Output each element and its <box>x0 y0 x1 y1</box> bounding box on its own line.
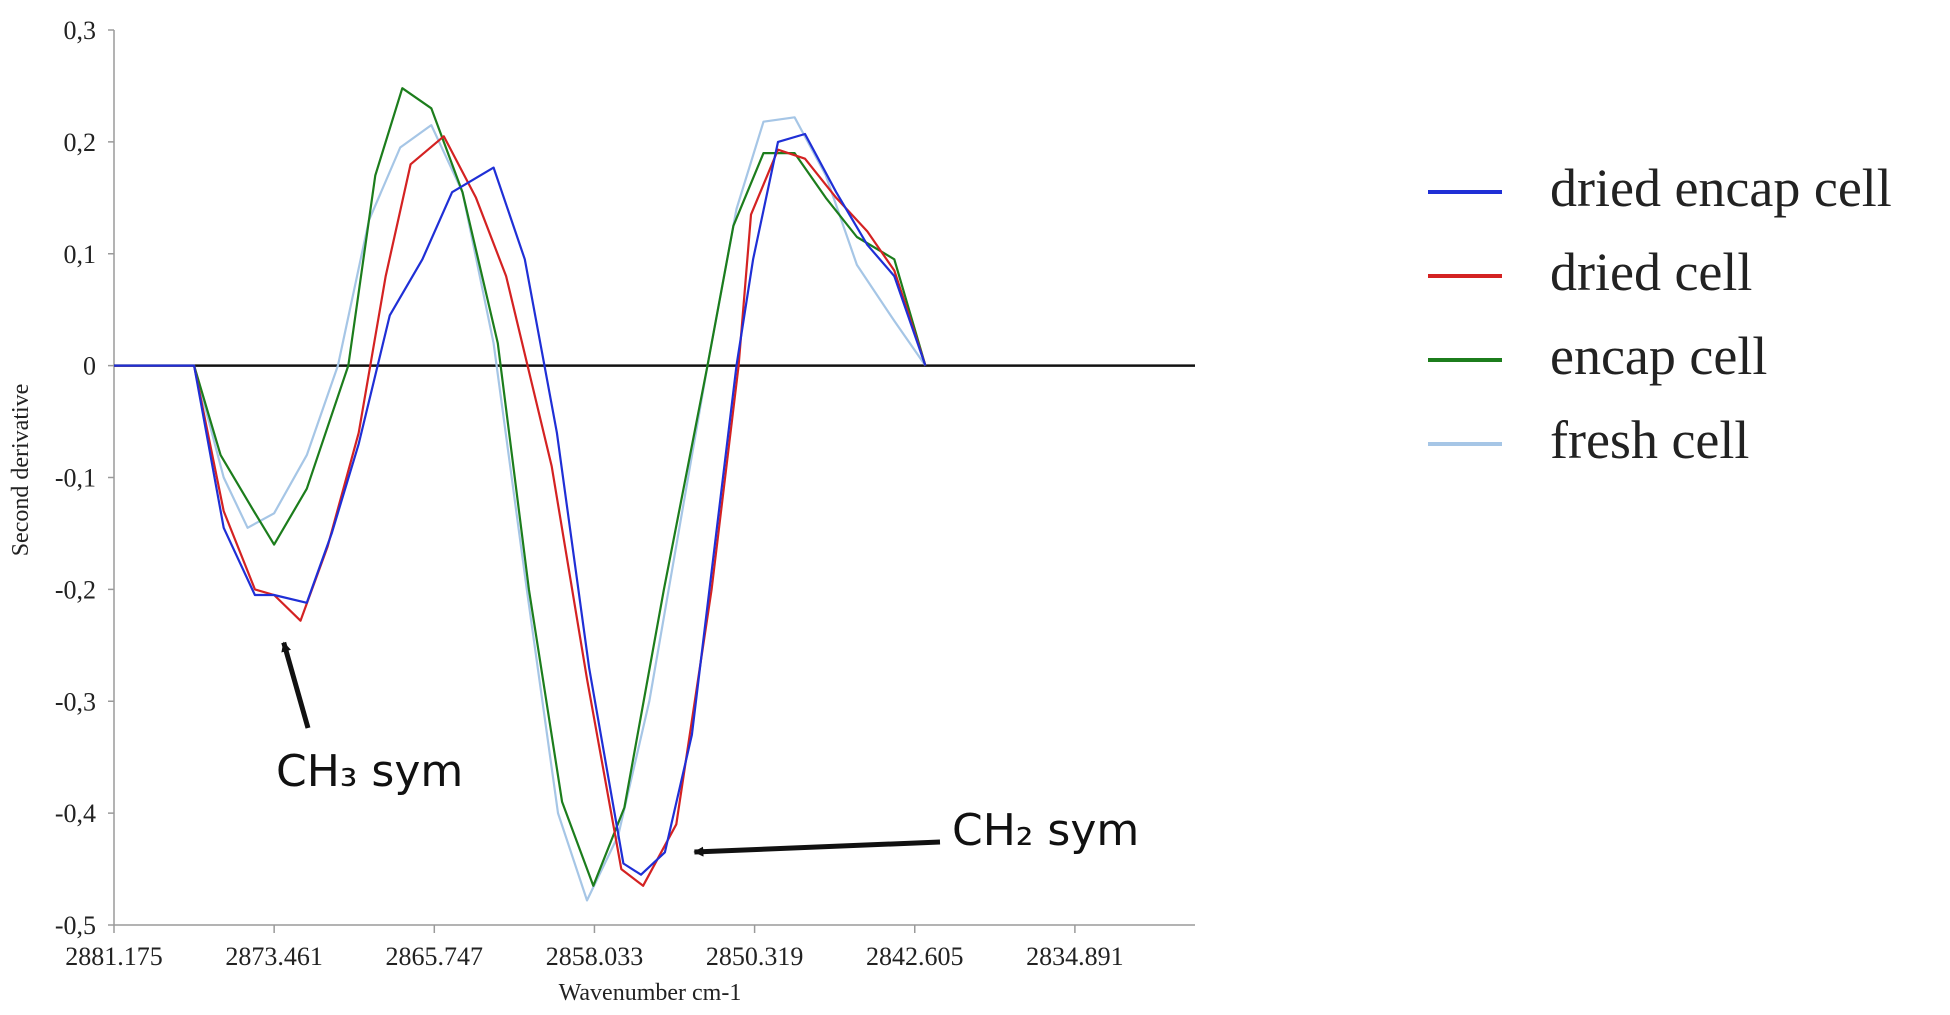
y-tick-label: 0 <box>83 352 96 381</box>
y-tick-label: 0,2 <box>64 128 97 157</box>
series-line-encap-cell <box>114 87 927 887</box>
x-tick-label: 2834.891 <box>1026 942 1124 971</box>
series-layer <box>114 87 927 902</box>
annotation-arrow-ch3 <box>281 641 311 729</box>
y-tick-label: -0,2 <box>55 575 96 604</box>
legend-label: dried encap cell <box>1550 158 1892 218</box>
legend-label: encap cell <box>1550 326 1767 386</box>
x-tick-label: 2865.747 <box>386 942 484 971</box>
x-tick-label: 2850.319 <box>706 942 804 971</box>
y-axis-ticks: 0,3 0,2 0,1 0 -0,1 -0,2 -0,3 -0,4 -0,5 <box>55 16 114 940</box>
legend-label: fresh cell <box>1550 410 1749 470</box>
y-tick-label: -0,5 <box>55 911 96 940</box>
annotations: CH₃ sym CH₂ sym <box>276 641 1139 857</box>
legend: dried encap cell dried cell encap cell fres… <box>1428 158 1892 470</box>
x-axis-ticks: 2881.175 2873.461 2865.747 2858.033 2850.319… <box>65 925 1124 971</box>
series-line-dried-cell <box>114 135 927 887</box>
y-tick-label: 0,1 <box>64 240 97 269</box>
annotation-arrow-ch2 <box>693 839 941 857</box>
legend-label: dried cell <box>1550 242 1752 302</box>
x-tick-label: 2842.605 <box>866 942 964 971</box>
x-tick-label: 2873.461 <box>225 942 323 971</box>
x-tick-label: 2858.033 <box>546 942 644 971</box>
x-tick-label: 2881.175 <box>65 942 163 971</box>
annotation-ch3-label: CH₃ sym <box>276 746 463 797</box>
y-tick-label: -0,4 <box>55 799 96 828</box>
annotation-ch2-label: CH₂ sym <box>952 805 1139 856</box>
y-tick-label: 0,3 <box>64 16 97 45</box>
x-axis-title: Wavenumber cm-1 <box>559 980 742 1006</box>
series-line-fresh-cell <box>114 116 927 902</box>
y-tick-label: -0,3 <box>55 687 96 716</box>
y-tick-label: -0,1 <box>55 464 96 493</box>
y-axis-title: Second derivative <box>8 384 34 557</box>
series-line-dried-encap-cell <box>114 132 927 876</box>
